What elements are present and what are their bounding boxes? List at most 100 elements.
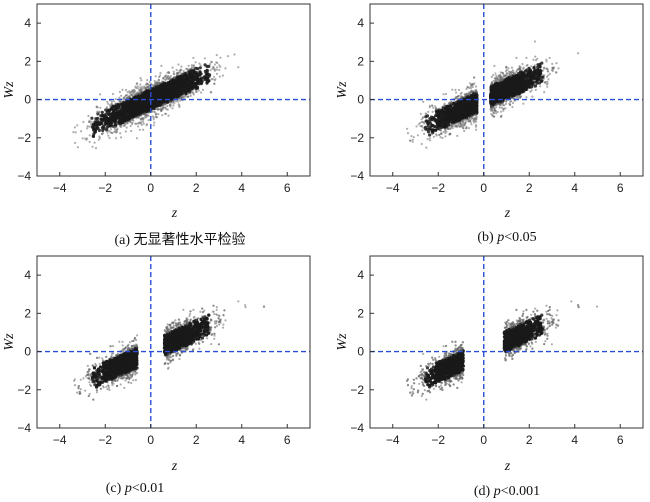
data-point (548, 72, 552, 75)
data-point (90, 116, 94, 120)
data-point (108, 136, 111, 140)
data-point (508, 102, 511, 105)
data-point (423, 132, 426, 135)
data-point (109, 128, 112, 131)
data-point (497, 78, 501, 81)
data-point (431, 110, 434, 113)
data-point (457, 88, 461, 92)
data-point (84, 137, 87, 140)
data-point (205, 80, 209, 84)
data-point (500, 110, 503, 113)
data-point (420, 142, 423, 146)
data-point (216, 66, 219, 69)
data-point (144, 103, 148, 107)
data-point (91, 134, 95, 138)
data-point (469, 87, 472, 90)
data-point (143, 114, 147, 117)
data-point (450, 101, 453, 104)
data-point (164, 75, 167, 78)
data-point (178, 70, 181, 73)
data-point (534, 88, 537, 91)
data-point (137, 115, 140, 118)
data-point (164, 86, 168, 90)
data-point (218, 64, 221, 67)
data-point (110, 102, 113, 105)
data-point (203, 57, 206, 60)
data-point (428, 137, 431, 140)
data-point (155, 88, 159, 93)
data-point (425, 113, 428, 116)
data-point (205, 64, 209, 68)
data-point (164, 99, 168, 103)
data-point (453, 125, 456, 128)
data-point (153, 79, 156, 83)
data-point (185, 76, 189, 80)
data-point (138, 128, 141, 131)
data-point (213, 68, 216, 71)
data-point (147, 119, 150, 122)
data-point (157, 83, 160, 86)
data-point (540, 75, 544, 79)
data-point (140, 121, 143, 124)
data-point (491, 81, 494, 84)
data-point (76, 146, 79, 149)
data-point (425, 127, 430, 131)
data-point (194, 90, 197, 93)
data-point (118, 90, 121, 94)
data-point (142, 122, 145, 125)
data-point (495, 77, 498, 80)
data-point (189, 94, 192, 97)
data-point (411, 138, 414, 141)
data-point (530, 72, 535, 76)
data-point (93, 124, 97, 128)
data-point (492, 102, 496, 106)
data-point (507, 70, 510, 73)
data-point (175, 90, 179, 94)
data-point (209, 69, 212, 72)
data-point (146, 101, 150, 105)
data-point (126, 97, 129, 100)
data-point (152, 124, 155, 127)
data-point (73, 126, 76, 129)
data-point (133, 108, 137, 112)
data-point (135, 137, 138, 140)
data-point (422, 100, 425, 103)
data-point (124, 88, 128, 92)
data-point (444, 92, 448, 96)
data-point (107, 129, 110, 132)
data-point (523, 69, 528, 73)
data-point (169, 98, 173, 102)
data-point (174, 100, 177, 103)
data-point (495, 74, 498, 77)
data-point (181, 72, 184, 75)
data-point (111, 131, 114, 135)
data-point (462, 124, 465, 128)
data-point (189, 75, 193, 79)
data-point (137, 125, 140, 128)
data-point (88, 120, 91, 124)
data-point (451, 127, 454, 130)
data-point (104, 108, 107, 111)
data-point (177, 82, 181, 86)
data-point (522, 102, 525, 105)
data-point (464, 122, 467, 126)
data-point (425, 119, 429, 123)
data-point (504, 107, 507, 110)
data-point (210, 77, 213, 81)
data-point (494, 79, 498, 82)
data-point (233, 53, 236, 56)
data-point (131, 122, 134, 126)
data-point (475, 91, 478, 94)
x-tick-label: −2 (98, 181, 112, 195)
data-point (451, 88, 454, 91)
data-point (92, 127, 97, 131)
data-point (460, 109, 464, 114)
data-point (194, 61, 197, 64)
data-point (510, 100, 513, 103)
data-point (168, 85, 173, 89)
data-point (140, 95, 144, 99)
data-point (215, 72, 218, 75)
data-point (494, 112, 498, 115)
data-point (172, 70, 175, 73)
data-point (515, 83, 519, 88)
